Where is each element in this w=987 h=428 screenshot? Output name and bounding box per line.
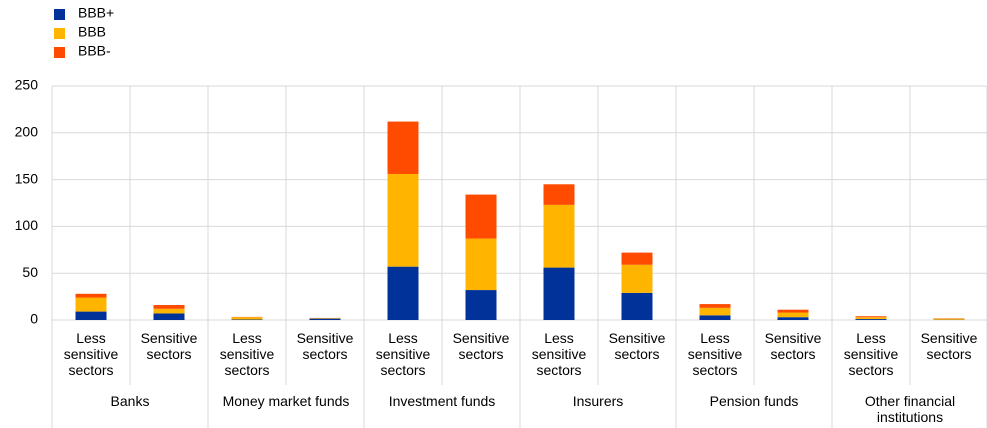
legend-swatch	[54, 9, 65, 20]
y-tick-label: 100	[15, 217, 39, 233]
y-tick-label: 0	[30, 311, 38, 327]
bar-segment	[75, 297, 107, 312]
bar-segment	[777, 317, 809, 320]
x-tick-label: Less sensitive sectors	[63, 330, 119, 378]
bar-segment	[543, 204, 575, 268]
group-label: Money market funds	[222, 393, 350, 409]
bar-segment	[465, 238, 497, 291]
legend-label: BBB	[78, 24, 106, 40]
bar-segment	[543, 184, 575, 205]
y-tick-label: 200	[15, 124, 39, 140]
bar-segment	[153, 308, 185, 314]
y-tick-label: 150	[15, 170, 39, 186]
bar-segment	[699, 307, 731, 316]
legend-swatch	[54, 47, 65, 58]
bar-segment	[543, 267, 575, 320]
bar-segment	[855, 319, 887, 320]
x-tick-label: Less sensitive sectors	[219, 330, 275, 378]
x-tick-label: Sensitive sectors	[452, 330, 510, 362]
bar-segment	[777, 312, 809, 318]
bar-segment	[777, 309, 809, 313]
x-tick-label: Sensitive sectors	[608, 330, 666, 362]
x-tick-label: Less sensitive sectors	[531, 330, 587, 378]
x-tick-label: Sensitive sectors	[296, 330, 354, 362]
group-label: Insurers	[572, 393, 624, 409]
bar-segment	[621, 252, 653, 265]
bar-segment	[387, 266, 419, 320]
bar-segment	[231, 317, 263, 320]
bar-segment	[75, 293, 107, 298]
bar-segment	[153, 305, 185, 309]
bar-segment	[699, 304, 731, 308]
bar-segment	[465, 194, 497, 239]
group-label: Other financial institutions	[864, 393, 956, 425]
bar-segment	[621, 292, 653, 320]
legend-label: BBB-	[78, 43, 111, 59]
bar-segment	[699, 315, 731, 320]
legend-swatch	[54, 28, 65, 39]
bar-segment	[387, 173, 419, 267]
x-tick-label: Sensitive sectors	[764, 330, 822, 362]
bar-segment	[465, 290, 497, 320]
legend-label: BBB+	[78, 5, 114, 21]
y-tick-label: 250	[15, 77, 39, 93]
group-label: Investment funds	[388, 393, 496, 409]
group-label: Pension funds	[709, 393, 799, 409]
bar-segment	[309, 318, 341, 320]
bar-segment	[387, 121, 419, 174]
bar-segment	[933, 318, 965, 320]
group-label: Banks	[110, 393, 150, 409]
bar-segment	[75, 311, 107, 320]
x-tick-label: Less sensitive sectors	[843, 330, 899, 378]
x-tick-label: Less sensitive sectors	[375, 330, 431, 378]
y-tick-label: 50	[22, 264, 38, 280]
x-tick-label: Sensitive sectors	[140, 330, 198, 362]
bar-segment	[621, 264, 653, 293]
x-tick-label: Sensitive sectors	[920, 330, 978, 362]
bar-segment	[855, 317, 887, 320]
bar-segment	[855, 316, 887, 318]
x-tick-label: Less sensitive sectors	[687, 330, 743, 378]
bar-segment	[153, 313, 185, 320]
